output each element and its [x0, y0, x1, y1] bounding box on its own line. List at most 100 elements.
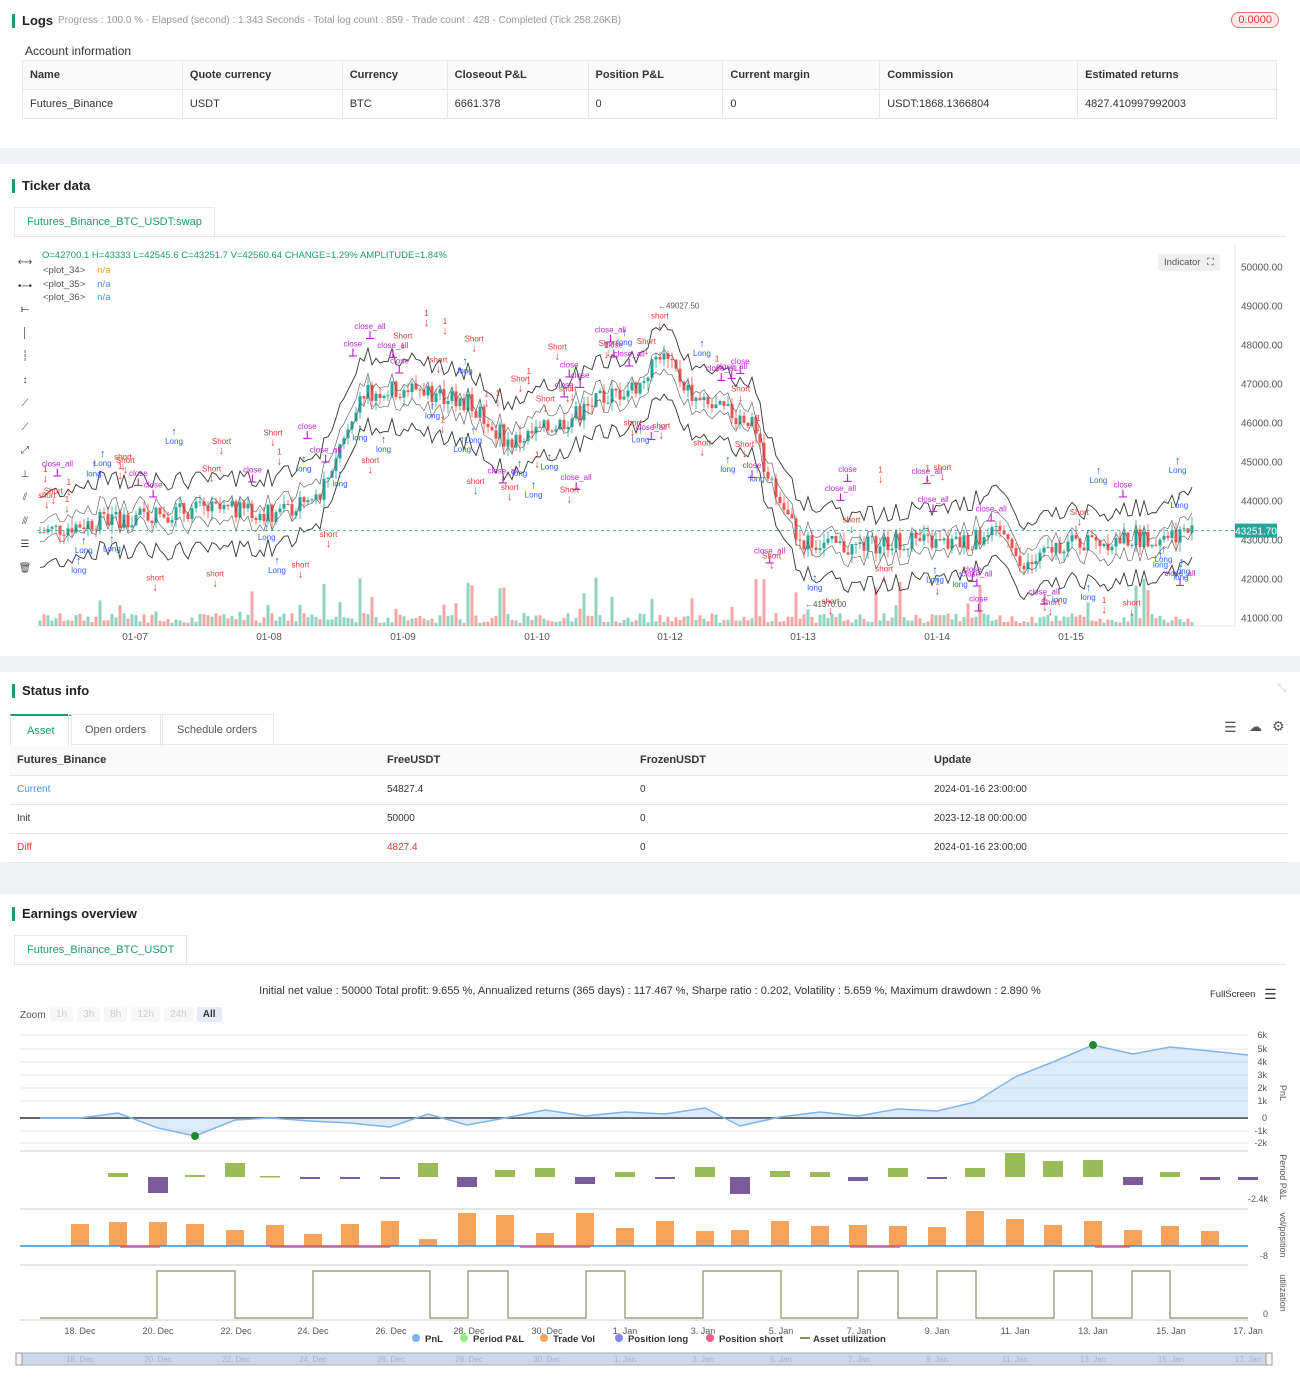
volume-bar	[930, 614, 934, 626]
volume-bar	[530, 620, 534, 626]
vertical-line-icon[interactable]: │	[21, 327, 29, 339]
volume-bar	[578, 608, 582, 626]
zoom-option-All[interactable]: All	[196, 1007, 222, 1022]
tab-ticker-symbol[interactable]: Futures_Binance_BTC_USDT:swap	[14, 207, 215, 236]
vertical-seg-icon[interactable]: ┆	[21, 351, 29, 362]
zoom-options: 1h 3h 8h 12h 24h All	[50, 1006, 226, 1022]
legend-item[interactable]: Asset utilization	[800, 1334, 886, 1345]
signal-arrow: ↑	[430, 400, 436, 412]
collapse-icon[interactable]: ⤡	[1277, 682, 1286, 694]
volume-bar	[82, 620, 86, 626]
candle-body	[738, 415, 742, 425]
signal-label: Short	[536, 395, 556, 404]
signal-label: 1	[43, 465, 48, 474]
fullscreen-button[interactable]: FullScreen ☰	[1210, 986, 1277, 1002]
channel-icon[interactable]: ⫻	[22, 515, 28, 527]
volume-bar	[406, 620, 410, 626]
gear-icon[interactable]: ⚙	[1272, 718, 1285, 734]
zoom-option-3h[interactable]: 3h	[77, 1007, 101, 1022]
signal-arrow: ↓	[935, 586, 941, 598]
plot-value: n/a	[97, 292, 111, 303]
signal-arrow: ↑	[812, 572, 818, 584]
candle-body	[1034, 561, 1038, 565]
signal-arrow: ↑	[1057, 584, 1063, 596]
tab-schedule-orders[interactable]: Schedule orders	[160, 714, 275, 746]
dot-line-icon[interactable]: •─•	[17, 280, 33, 292]
candle-body	[894, 533, 898, 549]
signal-label: Short	[393, 332, 413, 341]
volume-bar	[446, 616, 450, 626]
legend-item[interactable]: Position short	[706, 1334, 784, 1345]
volume-bar	[814, 622, 818, 626]
date-tick: 01-12	[657, 632, 683, 643]
indicator-button[interactable]: Indicator ⛶	[1158, 254, 1220, 271]
volume-bar	[274, 620, 278, 626]
price-tick: 49000.00	[1241, 302, 1283, 313]
menu-icon[interactable]: ☰	[1224, 719, 1237, 735]
expand-icon[interactable]: ⛶	[1207, 257, 1214, 268]
signal-arrow: ↓	[756, 422, 762, 434]
extended-line-icon[interactable]: ⤢	[21, 445, 29, 456]
cloud-icon[interactable]: ☁	[1249, 719, 1262, 734]
tab-earnings-symbol[interactable]: Futures_Binance_BTC_USDT	[14, 935, 188, 964]
candle-body	[578, 406, 582, 421]
candle-body	[702, 397, 706, 401]
parallel-icon[interactable]: ⫽	[22, 492, 28, 503]
volume-bar	[206, 615, 210, 626]
volume-bar	[886, 620, 890, 626]
legend-item[interactable]: Position long	[615, 1334, 688, 1345]
signal-arrow: ⊥	[52, 468, 62, 480]
volume-bar	[178, 620, 182, 626]
tab-open-orders[interactable]: Open orders	[68, 714, 164, 746]
signal-arrow: ↓	[940, 471, 946, 483]
trend-line-icon[interactable]: ⟋	[21, 398, 29, 409]
candle-body	[934, 539, 938, 548]
volume-bar	[510, 620, 514, 626]
zoom-option-8h[interactable]: 8h	[104, 1007, 128, 1022]
volume-bar	[482, 621, 486, 626]
account-cell: Futures_Binance	[22, 89, 183, 119]
legend-item[interactable]: Period P&L	[460, 1334, 524, 1345]
volume-bar	[198, 613, 202, 626]
ruler-icon[interactable]: ⊥	[20, 468, 30, 480]
crosshair-h-icon[interactable]: ⟷	[17, 257, 33, 268]
volume-bar	[254, 620, 258, 626]
zoom-option-1h[interactable]: 1h	[50, 1007, 74, 1022]
arrow-vert-icon[interactable]: ↕	[22, 374, 28, 386]
legend-item[interactable]: Trade Vol	[540, 1334, 595, 1345]
tab-asset[interactable]: Asset	[10, 714, 72, 746]
volume-bar	[550, 621, 554, 626]
volume-bar	[1010, 616, 1014, 626]
volume-bar	[538, 615, 542, 626]
candle-body	[390, 381, 394, 396]
candle-body	[318, 494, 322, 500]
candle-body	[122, 514, 126, 528]
ray-icon[interactable]: ⟝	[20, 304, 30, 315]
signal-label: short	[652, 422, 671, 431]
candle-body	[234, 501, 238, 518]
earnings-summary: Initial net value : 50000 Total profit: …	[259, 985, 1041, 997]
earnings-chart[interactable]: 6k 5k 4k 3k 2k 1k 0 -1k -2k PnL -2.4k Period P&L -8 v…	[0, 1025, 1300, 1395]
candle-body	[774, 478, 778, 497]
hamburger-icon[interactable]: ☰	[1264, 986, 1277, 1002]
candle-body	[1054, 542, 1058, 553]
volume-bar	[1002, 621, 1006, 626]
candle-body	[1110, 546, 1114, 551]
zoom-option-12h[interactable]: 12h	[131, 1007, 161, 1022]
volume-bar	[86, 616, 90, 626]
legend-item[interactable]: PnL	[412, 1334, 443, 1345]
trash-icon[interactable]: 🗑	[18, 562, 32, 574]
volume-bar	[1046, 614, 1050, 626]
volume-bar	[1158, 615, 1162, 626]
period-pnl-bar	[185, 1175, 205, 1177]
volume-bar	[1074, 616, 1078, 626]
fib-icon[interactable]: ☰	[20, 539, 30, 550]
signal-arrow: ↑	[1177, 490, 1183, 502]
zoom-option-24h[interactable]: 24h	[164, 1007, 193, 1022]
trade-vol-bar	[266, 1225, 284, 1246]
candle-body	[530, 430, 534, 434]
ray-line-icon[interactable]: ⟋	[21, 421, 29, 433]
candlestick-chart[interactable]: 50000.00 49000.00 48000.00 47000.00 46000.00…	[0, 244, 1300, 654]
candle-body	[1010, 539, 1014, 549]
account-cell: 4827.410997992003	[1077, 89, 1277, 119]
